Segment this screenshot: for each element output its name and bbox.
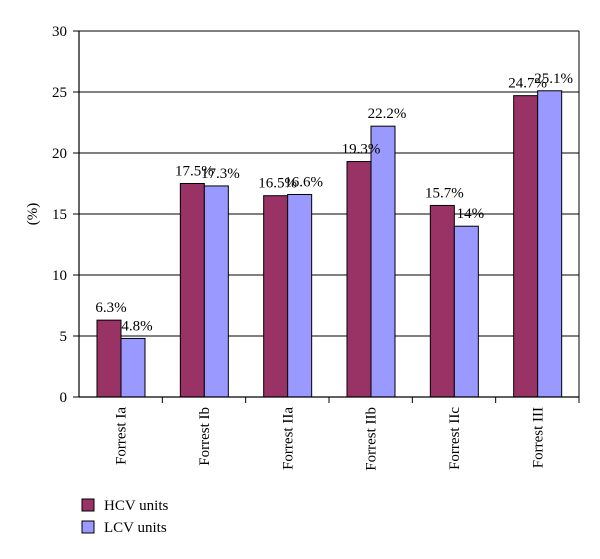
data-label-lcv: 17.3%: [201, 166, 240, 182]
bar-lcv: [203, 185, 229, 398]
bar-hcv: [96, 319, 122, 398]
legend-swatch-lcv: [81, 520, 95, 534]
y-axis-title: (%): [25, 203, 41, 226]
data-label-lcv: 25.1%: [534, 71, 573, 87]
bar-lcv: [453, 225, 479, 398]
data-labels: 6.3% 4.8% 17.5%17.3% 16.5%16.6% 19.3% 22.2% 15…: [95, 71, 573, 335]
bars: [96, 90, 563, 398]
data-label-hcv: 24.7%: [508, 76, 547, 92]
y-tick-label: 5: [60, 329, 68, 345]
y-tick-label: 0: [60, 390, 68, 406]
x-tick-label: Forrest IIc: [447, 407, 463, 470]
x-tick-label: Forrest IIb: [364, 407, 380, 471]
bar-hcv: [429, 204, 455, 398]
data-label-hcv: 19.3%: [342, 142, 381, 158]
bar-lcv: [537, 90, 563, 398]
data-label-hcv: 16.5%: [258, 176, 297, 192]
data-label-hcv: 15.7%: [425, 185, 464, 201]
y-tick-label: 10: [52, 268, 67, 284]
data-label-hcv: 6.3%: [95, 300, 126, 316]
bar-lcv: [120, 337, 146, 398]
data-label-hcv: 17.5%: [175, 164, 214, 180]
data-label-lcv: 16.6%: [284, 174, 323, 190]
data-label-lcv: 22.2%: [368, 106, 407, 122]
y-tick-label: 25: [52, 85, 67, 101]
legend-swatch-hcv: [81, 498, 95, 512]
axes: 0 5 10 15 20 25 30 Forrest Ia Forrest Ib Forrest …: [52, 24, 580, 471]
y-tick-label: 15: [52, 207, 67, 223]
x-tick-label: Forrest Ia: [114, 407, 130, 465]
bar-hcv: [179, 183, 205, 398]
legend-label-lcv: LCV units: [104, 520, 167, 536]
legend-label-hcv: HCV units: [104, 498, 168, 514]
data-label-lcv: 4.8%: [121, 318, 152, 334]
bar-lcv: [370, 125, 396, 398]
gridlines: [79, 30, 579, 337]
bar-hcv: [346, 161, 372, 398]
x-tick-label: Forrest IIa: [280, 407, 296, 470]
y-tick-label: 30: [52, 24, 67, 40]
data-label-lcv: 14%: [457, 206, 485, 222]
bar-hcv: [513, 95, 539, 398]
y-tick-label: 20: [52, 146, 67, 162]
legend: HCV units LCV units: [81, 498, 168, 536]
x-tick-label: Forrest Ib: [197, 407, 213, 466]
x-tick-label: Forrest III: [530, 407, 546, 468]
bar-hcv: [263, 195, 289, 398]
bar-lcv: [287, 193, 313, 398]
